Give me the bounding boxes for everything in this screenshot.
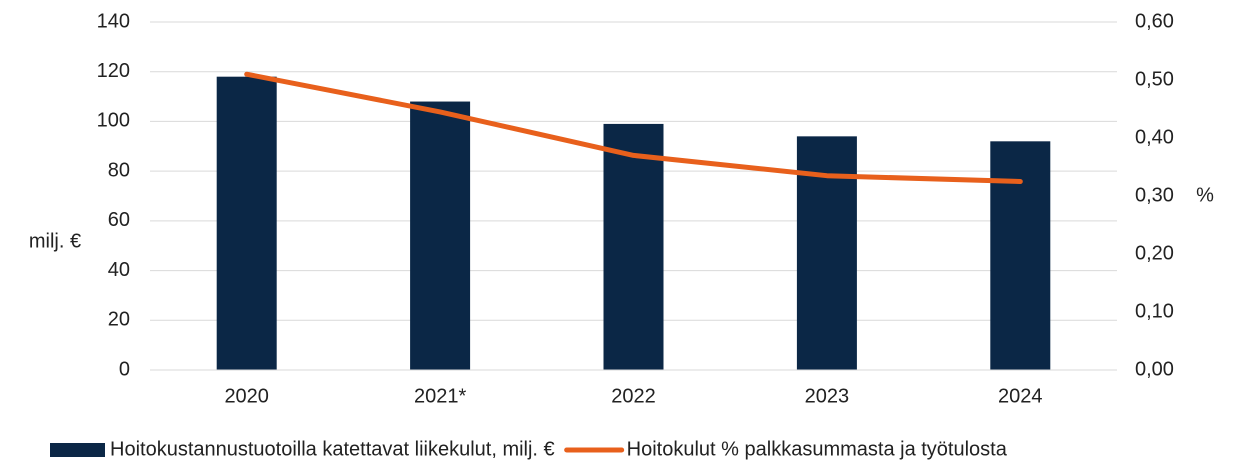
y2-tick-label: 0,40 bbox=[1135, 126, 1174, 148]
y2-tick-label: 0,60 bbox=[1135, 10, 1174, 32]
y2-tick-label: 0,00 bbox=[1135, 358, 1174, 380]
y2-tick-label: 0,20 bbox=[1135, 242, 1174, 264]
legend-label: Hoitokustannustuotoilla katettavat liike… bbox=[110, 438, 555, 460]
bar bbox=[603, 123, 664, 371]
y-tick-label: 60 bbox=[108, 209, 130, 231]
legend-swatch bbox=[50, 443, 105, 457]
x-tick-label: 2020 bbox=[224, 385, 269, 407]
x-tick-label: 2022 bbox=[611, 385, 656, 407]
legend-label: Hoitokulut % palkkasummasta ja työtulost… bbox=[627, 438, 1008, 460]
y-tick-label: 140 bbox=[97, 10, 130, 32]
y-tick-label: 100 bbox=[97, 110, 130, 132]
y2-tick-label: 0,10 bbox=[1135, 300, 1174, 322]
y-axis-label: milj. € bbox=[29, 230, 81, 252]
bar bbox=[990, 141, 1051, 370]
y2-tick-label: 0,30 bbox=[1135, 184, 1174, 206]
y-tick-label: 20 bbox=[108, 309, 130, 331]
y-tick-label: 40 bbox=[108, 259, 130, 281]
bar bbox=[216, 76, 277, 370]
y-tick-label: 120 bbox=[97, 60, 130, 82]
y2-axis-label: % bbox=[1196, 184, 1214, 206]
x-tick-label: 2024 bbox=[998, 385, 1043, 407]
y2-tick-label: 0,50 bbox=[1135, 68, 1174, 90]
x-tick-label: 2023 bbox=[805, 385, 850, 407]
y-tick-label: 0 bbox=[119, 358, 130, 380]
line bbox=[244, 71, 1023, 184]
bar bbox=[410, 101, 471, 371]
y-tick-label: 80 bbox=[108, 159, 130, 181]
x-tick-label: 2021* bbox=[414, 385, 466, 407]
